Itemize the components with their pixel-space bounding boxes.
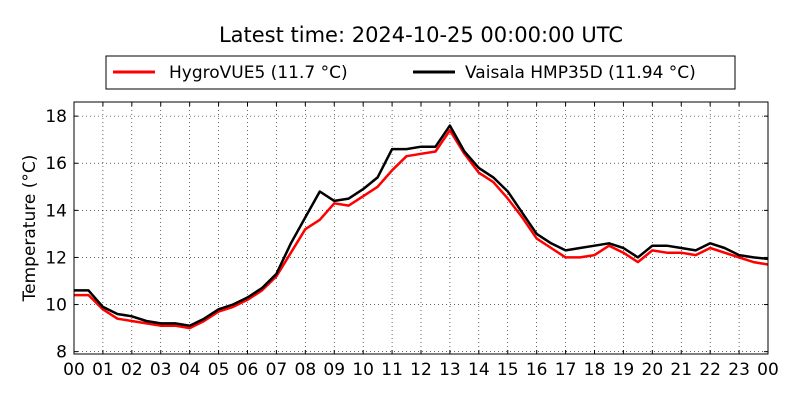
y-tick-label: 18 <box>45 107 67 127</box>
x-tick-label: 23 <box>728 360 750 380</box>
legend-label-hygrovue5: HygroVUE5 (11.7 °C) <box>169 63 348 83</box>
x-tick-label: 17 <box>555 360 577 380</box>
x-tick-label: 16 <box>526 360 548 380</box>
x-tick-label: 02 <box>121 360 143 380</box>
y-tick-label: 8 <box>56 343 67 363</box>
y-tick-label: 10 <box>45 296 67 316</box>
x-tick-label: 05 <box>208 360 230 380</box>
grid <box>74 102 768 354</box>
plot-frame <box>73 101 769 355</box>
series-group <box>74 124 769 330</box>
x-tick-label: 06 <box>237 360 259 380</box>
x-tick-label: 20 <box>642 360 664 380</box>
x-tick-label: 09 <box>323 360 345 380</box>
series-line-vaisala <box>74 124 769 327</box>
x-tick-label: 19 <box>613 360 635 380</box>
x-tick-label: 10 <box>352 360 374 380</box>
x-tick-label: 08 <box>295 360 317 380</box>
x-tick-label: 00 <box>757 360 779 380</box>
x-tick-label: 03 <box>150 360 172 380</box>
y-tick-label: 12 <box>45 248 67 268</box>
axis-ticks: 00 01 02 03 04 05 06 07 08 09 10 11 12 13 14 15 16 17 18 19… <box>45 102 779 380</box>
x-tick-label: 22 <box>699 360 721 380</box>
x-tick-label: 15 <box>497 360 519 380</box>
x-tick-label: 13 <box>439 360 461 380</box>
legend: HygroVUE5 (11.7 °C) Vaisala HMP35D (11.9… <box>105 55 736 90</box>
chart-title: Latest time: 2024-10-25 00:00:00 UTC <box>219 23 623 47</box>
y-tick-label: 14 <box>45 201 67 221</box>
x-tick-label: 21 <box>670 360 692 380</box>
x-tick-label: 12 <box>410 360 432 380</box>
x-tick-label: 14 <box>468 360 490 380</box>
series-line-hygrovue5 <box>74 129 769 330</box>
x-tick-label: 04 <box>179 360 201 380</box>
x-tick-label: 01 <box>92 360 114 380</box>
y-axis-label: Temperature (°C) <box>20 155 40 303</box>
x-tick-label: 07 <box>266 360 288 380</box>
x-tick-label: 11 <box>381 360 403 380</box>
x-tick-label: 00 <box>63 360 85 380</box>
x-tick-label: 18 <box>584 360 606 380</box>
legend-label-vaisala: Vaisala HMP35D (11.94 °C) <box>465 63 696 83</box>
y-tick-label: 16 <box>45 154 67 174</box>
